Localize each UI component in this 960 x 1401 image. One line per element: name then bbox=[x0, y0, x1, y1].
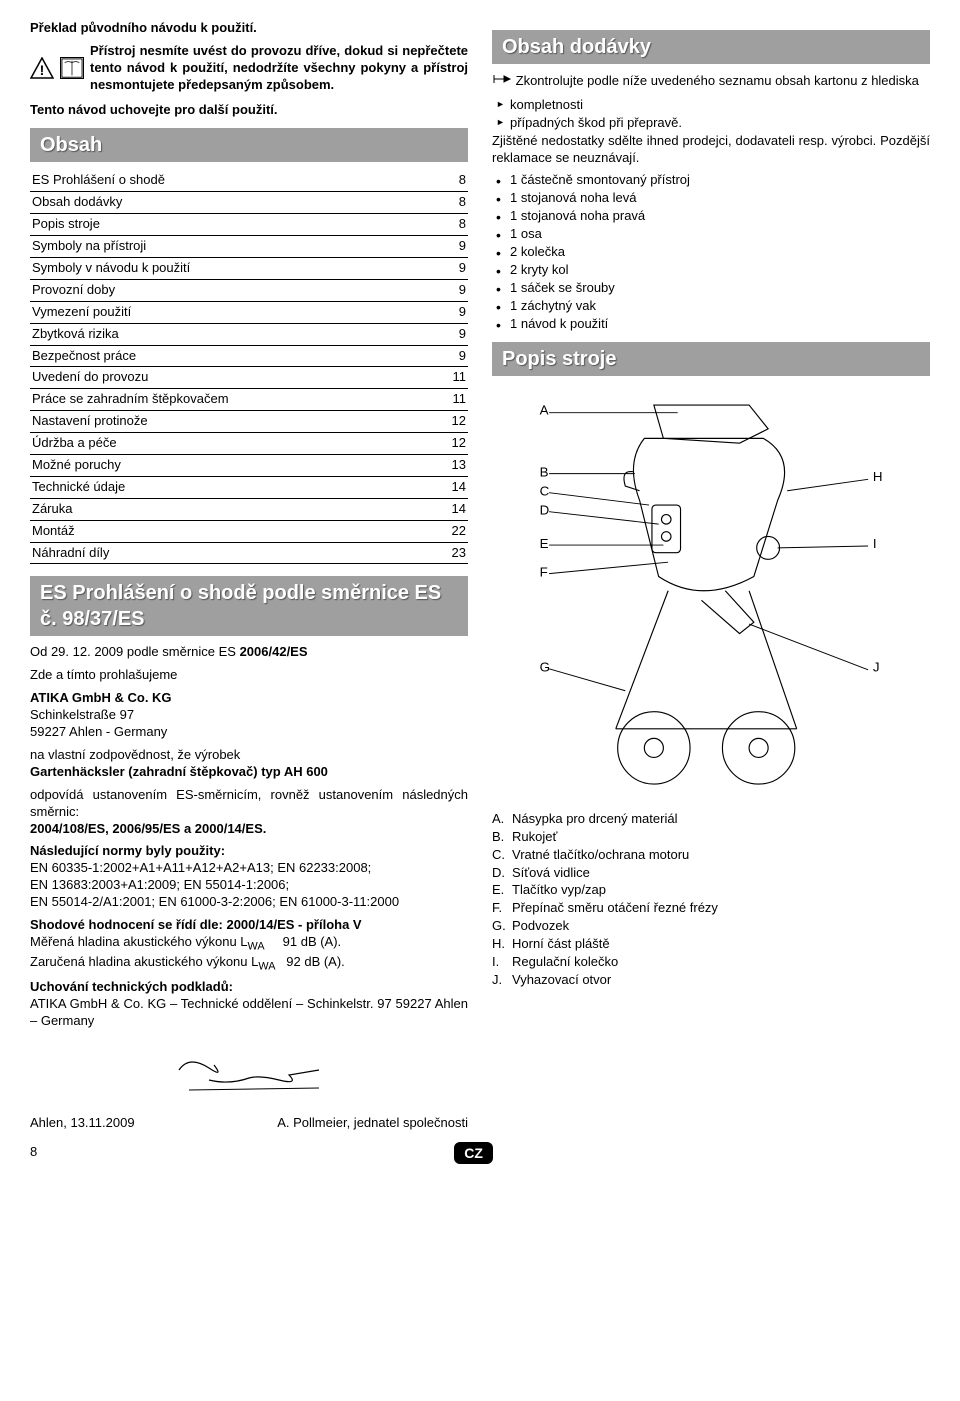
norms-1: EN 60335-1:2002+A1+A11+A12+A2+A13; EN 62… bbox=[30, 860, 468, 877]
list-item: F.Přepínač směru otáčení řezné frézy bbox=[492, 900, 930, 917]
warning-text: Přístroj nesmíte uvést do provozu dříve,… bbox=[90, 43, 468, 94]
toc-row: Zbytková rizika9 bbox=[30, 323, 468, 345]
guaranteed-noise: Zaručená hladina akustického výkonu LWA … bbox=[30, 954, 468, 974]
svg-text:I: I bbox=[873, 536, 877, 551]
list-item: 1 návod k použití bbox=[492, 316, 930, 333]
toc-row: Bezpečnost práce9 bbox=[30, 345, 468, 367]
list-item: D.Síťová vidlice bbox=[492, 865, 930, 882]
svg-text:H: H bbox=[873, 470, 883, 485]
list-item: E.Tlačítko vyp/zap bbox=[492, 882, 930, 899]
section-obsah: Obsah bbox=[30, 128, 468, 162]
parts-legend: A.Násypka pro drcený materiálB.RukojeťC.… bbox=[492, 811, 930, 989]
toc-row: Záruka14 bbox=[30, 498, 468, 520]
toc-row: Údržba a péče12 bbox=[30, 433, 468, 455]
es-line2: Zde a tímto prohlašujeme bbox=[30, 667, 468, 684]
list-item: 2 kryty kol bbox=[492, 262, 930, 279]
list-item: H.Horní část pláště bbox=[492, 936, 930, 953]
svg-text:C: C bbox=[540, 484, 550, 499]
list-item: 1 stojanová noha levá bbox=[492, 190, 930, 207]
toc-row: ES Prohlášení o shodě8 bbox=[30, 170, 468, 191]
section-es-decl: ES Prohlášení o shodě podle směrnice ES … bbox=[30, 576, 468, 636]
manual-book-icon bbox=[60, 57, 84, 79]
svg-text:J: J bbox=[873, 660, 880, 675]
norms-2: EN 13683:2003+A1:2009; EN 55014-1:2006; bbox=[30, 877, 468, 894]
list-item: G.Podvozek bbox=[492, 918, 930, 935]
svg-text:E: E bbox=[540, 536, 549, 551]
save-note: Tento návod uchovejte pro další použití. bbox=[30, 102, 468, 119]
delivery-checks: kompletnostipřípadných škod při přepravě… bbox=[492, 97, 930, 132]
toc-row: Obsah dodávky8 bbox=[30, 192, 468, 214]
product-name: Gartenhäcksler (zahradní štěpkovač) typ … bbox=[30, 764, 468, 781]
delivery-intro: Zkontrolujte podle níže uvedeného seznam… bbox=[492, 72, 930, 91]
warning-triangle-icon: ! bbox=[30, 57, 54, 79]
svg-text:D: D bbox=[540, 503, 550, 518]
list-item: 2 kolečka bbox=[492, 244, 930, 261]
company-name: ATIKA GmbH & Co. KG bbox=[30, 690, 468, 707]
toc-row: Uvedení do provozu11 bbox=[30, 367, 468, 389]
list-item: J.Vyhazovací otvor bbox=[492, 972, 930, 989]
list-item: B.Rukojeť bbox=[492, 829, 930, 846]
list-item: případných škod při přepravě. bbox=[492, 115, 930, 132]
svg-text:F: F bbox=[540, 565, 548, 580]
toc-row: Vymezení použití9 bbox=[30, 301, 468, 323]
toc-table: ES Prohlášení o shodě8Obsah dodávky8Popi… bbox=[30, 170, 468, 564]
pointing-hand-icon bbox=[492, 72, 512, 91]
measured-noise: Měřená hladina akustického výkonu LWA 91… bbox=[30, 934, 468, 954]
list-item: 1 stojanová noha pravá bbox=[492, 208, 930, 225]
toc-row: Nastavení protinože12 bbox=[30, 411, 468, 433]
list-item: 1 částečně smontovaný přístroj bbox=[492, 172, 930, 189]
svg-text:G: G bbox=[540, 660, 550, 675]
norms-3: EN 55014-2/A1:2001; EN 61000-3-2:2006; E… bbox=[30, 894, 468, 911]
signer: A. Pollmeier, jednatel společnosti bbox=[277, 1115, 468, 1132]
toc-row: Symboly v návodu k použití9 bbox=[30, 258, 468, 280]
conformity-head: Shodové hodnocení se řídí dle: 2000/14/E… bbox=[30, 917, 468, 934]
toc-row: Technické údaje14 bbox=[30, 476, 468, 498]
toc-row: Náhradní díly23 bbox=[30, 542, 468, 564]
list-item: C.Vratné tlačítko/ochrana motoru bbox=[492, 847, 930, 864]
toc-row: Možné poruchy13 bbox=[30, 455, 468, 477]
section-popis: Popis stroje bbox=[492, 342, 930, 376]
list-item: A.Násypka pro drcený materiál bbox=[492, 811, 930, 828]
warning-icons-row: ! Přístroj nesmíte uvést do provozu dřív… bbox=[30, 43, 468, 94]
delivery-items: 1 částečně smontovaný přístroj1 stojanov… bbox=[492, 172, 930, 332]
toc-row: Symboly na přístroji9 bbox=[30, 236, 468, 258]
page-number: 8 bbox=[30, 1144, 37, 1161]
toc-row: Montáž22 bbox=[30, 520, 468, 542]
top-note: Překlad původního návodu k použití. bbox=[30, 20, 468, 37]
machine-diagram: A B C D E F G H I J bbox=[492, 386, 930, 800]
list-item: 1 sáček se šrouby bbox=[492, 280, 930, 297]
list-item: kompletnosti bbox=[492, 97, 930, 114]
list-item: I.Regulační kolečko bbox=[492, 954, 930, 971]
docs-addr: ATIKA GmbH & Co. KG – Technické oddělení… bbox=[30, 996, 468, 1030]
toc-row: Práce se zahradním štěpkovačem11 bbox=[30, 389, 468, 411]
section-dodavky: Obsah dodávky bbox=[492, 30, 930, 64]
svg-text:!: ! bbox=[40, 62, 45, 78]
place-date: Ahlen, 13.11.2009 bbox=[30, 1115, 135, 1132]
delivery-intro2: Zjištěné nedostatky sdělte ihned prodejc… bbox=[492, 133, 930, 167]
svg-text:A: A bbox=[540, 403, 549, 418]
es-line3: na vlastní zodpovědnost, že výrobek bbox=[30, 747, 468, 764]
es-line1: Od 29. 12. 2009 podle směrnice ES 2006/4… bbox=[30, 644, 468, 661]
es-line4: odpovídá ustanovením ES-směrnicím, rovně… bbox=[30, 787, 468, 821]
list-item: 1 osa bbox=[492, 226, 930, 243]
norms-head: Následující normy byly použity: bbox=[30, 843, 468, 860]
toc-row: Popis stroje8 bbox=[30, 214, 468, 236]
directives-list: 2004/108/ES, 2006/95/ES a 2000/14/ES. bbox=[30, 821, 468, 838]
language-badge: CZ bbox=[454, 1142, 493, 1164]
svg-text:B: B bbox=[540, 465, 549, 480]
toc-row: Provozní doby9 bbox=[30, 279, 468, 301]
docs-head: Uchování technických podkladů: bbox=[30, 979, 468, 996]
signature bbox=[30, 1050, 468, 1105]
list-item: 1 záchytný vak bbox=[492, 298, 930, 315]
company-addr2: 59227 Ahlen - Germany bbox=[30, 724, 468, 741]
company-addr1: Schinkelstraße 97 bbox=[30, 707, 468, 724]
